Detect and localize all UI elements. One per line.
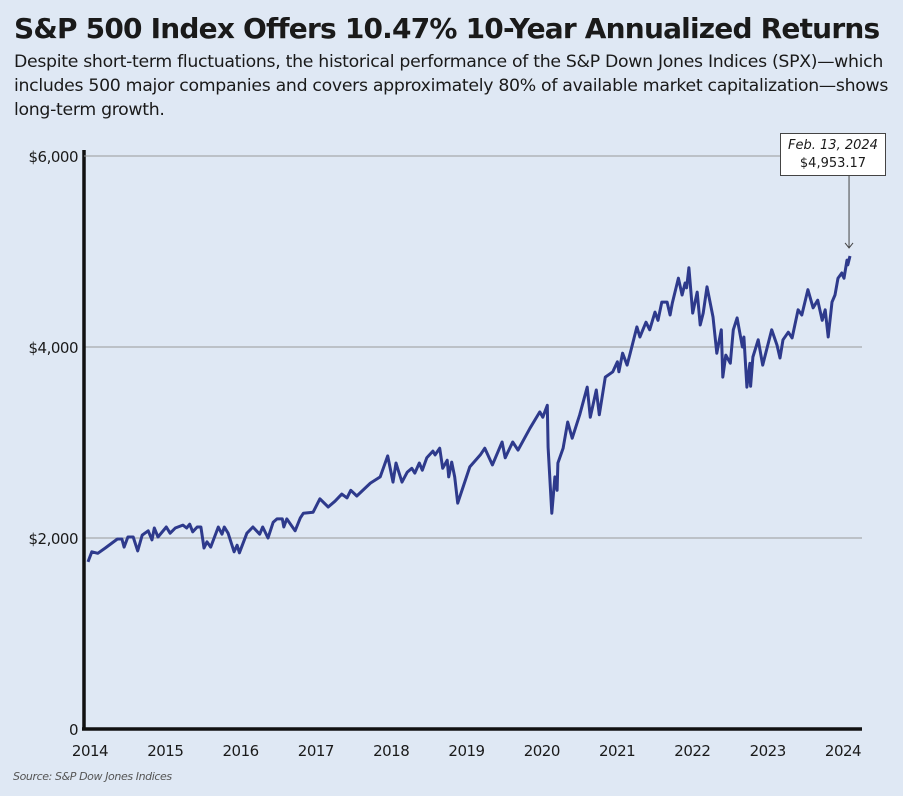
- x-tick-label: 2019: [448, 742, 484, 760]
- annotation-arrow-icon: [844, 176, 854, 249]
- annotation-date: Feb. 13, 2024: [788, 138, 878, 153]
- x-tick-label: 2021: [599, 742, 635, 760]
- x-tick-label: 2017: [298, 742, 334, 760]
- source-note: Source: S&P Dow Jones Indices: [13, 770, 172, 783]
- x-tick-label: 2024: [825, 742, 861, 760]
- x-tick-label: 2015: [147, 742, 183, 760]
- x-tick-label: 2022: [674, 742, 710, 760]
- annotation-box: Feb. 13, 2024 $4,953.17: [780, 133, 886, 176]
- y-tick-label: $6,000: [29, 148, 79, 166]
- annotation-value: $4,953.17: [799, 156, 867, 171]
- chart-subtitle: Despite short-term fluctuations, the his…: [14, 52, 889, 120]
- y-tick-label: 0: [69, 721, 78, 739]
- x-tick-label: 2023: [750, 742, 786, 760]
- x-tick-label: 2016: [223, 742, 259, 760]
- x-tick-label: 2020: [524, 742, 560, 760]
- y-tick-label: $2,000: [29, 530, 79, 548]
- chart-title: S&P 500 Index Offers 10.47% 10-Year Annu…: [14, 12, 880, 45]
- series-line-spx: [86, 255, 852, 563]
- x-tick-label: 2018: [373, 742, 409, 760]
- y-axis-ticks: 0 $2,000 $4,000 $6,000: [29, 148, 79, 739]
- x-tick-label: 2014: [72, 742, 108, 760]
- y-tick-label: $4,000: [29, 339, 79, 357]
- x-axis-ticks: 2014 2015 2016 2017 2018 2019 2020 2021 2022 2023…: [72, 742, 862, 760]
